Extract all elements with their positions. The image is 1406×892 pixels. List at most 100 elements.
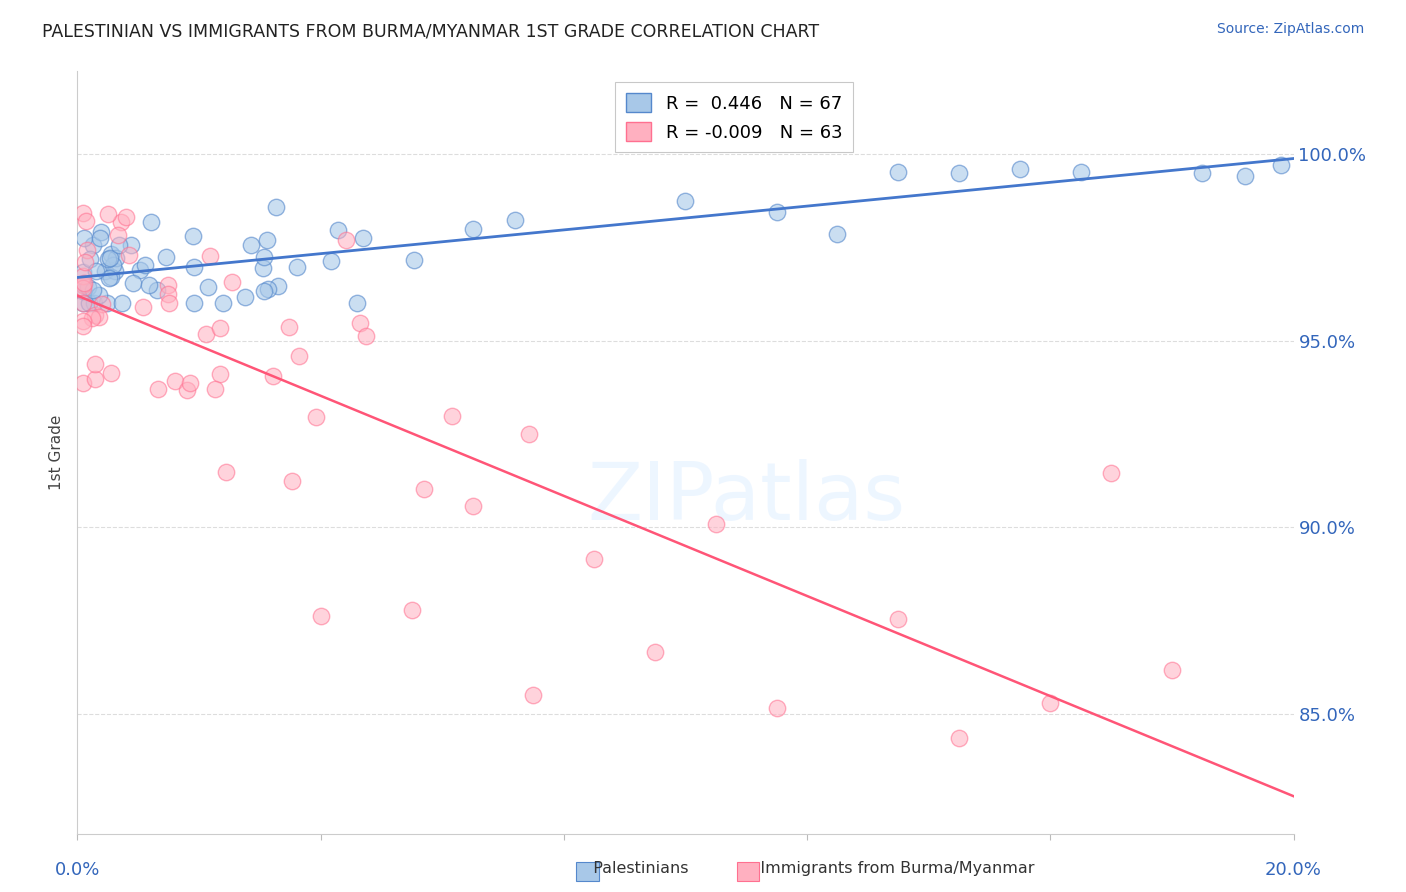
- Point: [72, 296, 94, 310]
- Point: [1008, 161, 1031, 176]
- Point: [72, 265, 94, 279]
- Point: [84, 358, 107, 372]
- Point: [72, 313, 94, 327]
- Point: [887, 612, 910, 626]
- Point: [134, 258, 156, 272]
- Text: PALESTINIAN VS IMMIGRANTS FROM BURMA/MYANMAR 1ST GRADE CORRELATION CHART: PALESTINIAN VS IMMIGRANTS FROM BURMA/MYA…: [42, 22, 820, 40]
- Point: [82, 237, 104, 252]
- Point: [252, 260, 274, 275]
- Point: [79, 252, 101, 267]
- Point: [335, 233, 357, 247]
- Point: [253, 250, 276, 264]
- Point: [139, 215, 162, 229]
- Point: [354, 329, 377, 343]
- Point: [212, 296, 235, 310]
- Point: [72, 281, 94, 295]
- Point: [239, 238, 262, 252]
- Point: [73, 230, 96, 244]
- Point: [413, 482, 436, 496]
- Point: [235, 290, 257, 304]
- Text: Source: ZipAtlas.com: Source: ZipAtlas.com: [1216, 22, 1364, 37]
- Point: [90, 225, 112, 239]
- Point: [644, 644, 666, 658]
- Point: [107, 227, 129, 242]
- Text: 0.0%: 0.0%: [55, 861, 100, 879]
- Point: [319, 253, 342, 268]
- Point: [1099, 467, 1122, 481]
- Point: [107, 238, 129, 252]
- Bar: [737, 862, 759, 881]
- Point: [76, 243, 98, 257]
- Point: [89, 310, 111, 324]
- Point: [256, 233, 278, 247]
- Point: [440, 409, 463, 423]
- Point: [163, 374, 186, 388]
- Point: [72, 277, 94, 292]
- Point: [145, 283, 167, 297]
- Point: [181, 229, 204, 244]
- Point: [522, 688, 544, 702]
- Point: [256, 282, 278, 296]
- Point: [280, 474, 302, 488]
- Point: [346, 296, 368, 310]
- Point: [138, 278, 160, 293]
- Point: [353, 231, 375, 245]
- Point: [1233, 169, 1256, 183]
- Point: [97, 207, 120, 221]
- Point: [209, 320, 232, 334]
- Point: [72, 269, 94, 284]
- Point: [97, 271, 120, 285]
- Point: [100, 366, 122, 380]
- Point: [197, 280, 219, 294]
- Point: [98, 252, 121, 266]
- Point: [704, 516, 727, 531]
- Point: [84, 264, 107, 278]
- Point: [104, 264, 127, 278]
- Point: [285, 260, 308, 275]
- Point: [278, 320, 301, 334]
- Point: [503, 212, 526, 227]
- Point: [1191, 166, 1213, 180]
- Point: [82, 311, 104, 326]
- Point: [73, 276, 96, 290]
- Point: [887, 165, 910, 179]
- Point: [89, 231, 111, 245]
- Y-axis label: 1st Grade: 1st Grade: [49, 415, 65, 491]
- Point: [209, 368, 232, 382]
- Point: [948, 166, 970, 180]
- Point: [146, 382, 169, 396]
- Point: [183, 260, 205, 275]
- Point: [72, 296, 94, 310]
- Point: [84, 308, 107, 322]
- Point: [72, 376, 94, 390]
- Point: [83, 372, 105, 386]
- Point: [72, 284, 94, 298]
- Point: [1070, 164, 1092, 178]
- Point: [264, 200, 287, 214]
- Legend: R =  0.446   N = 67, R = -0.009   N = 63: R = 0.446 N = 67, R = -0.009 N = 63: [614, 82, 853, 153]
- Point: [461, 222, 484, 236]
- Point: [121, 276, 143, 290]
- Point: [90, 297, 112, 311]
- Text: Palestinians: Palestinians: [583, 861, 689, 876]
- Point: [1039, 696, 1062, 710]
- Point: [179, 376, 201, 390]
- Point: [198, 249, 221, 263]
- Point: [75, 214, 97, 228]
- Point: [72, 319, 94, 334]
- Point: [77, 280, 100, 294]
- Point: [183, 296, 205, 310]
- Point: [1161, 663, 1184, 677]
- Point: [349, 317, 371, 331]
- Point: [267, 279, 290, 293]
- Point: [253, 284, 276, 298]
- Bar: [576, 862, 599, 881]
- Point: [131, 300, 153, 314]
- Point: [262, 369, 284, 384]
- Point: [105, 251, 128, 265]
- Point: [97, 252, 120, 267]
- Point: [195, 327, 218, 342]
- Point: [77, 296, 100, 310]
- Point: [103, 259, 125, 273]
- Text: Immigrants from Burma/Myanmar: Immigrants from Burma/Myanmar: [745, 861, 1035, 876]
